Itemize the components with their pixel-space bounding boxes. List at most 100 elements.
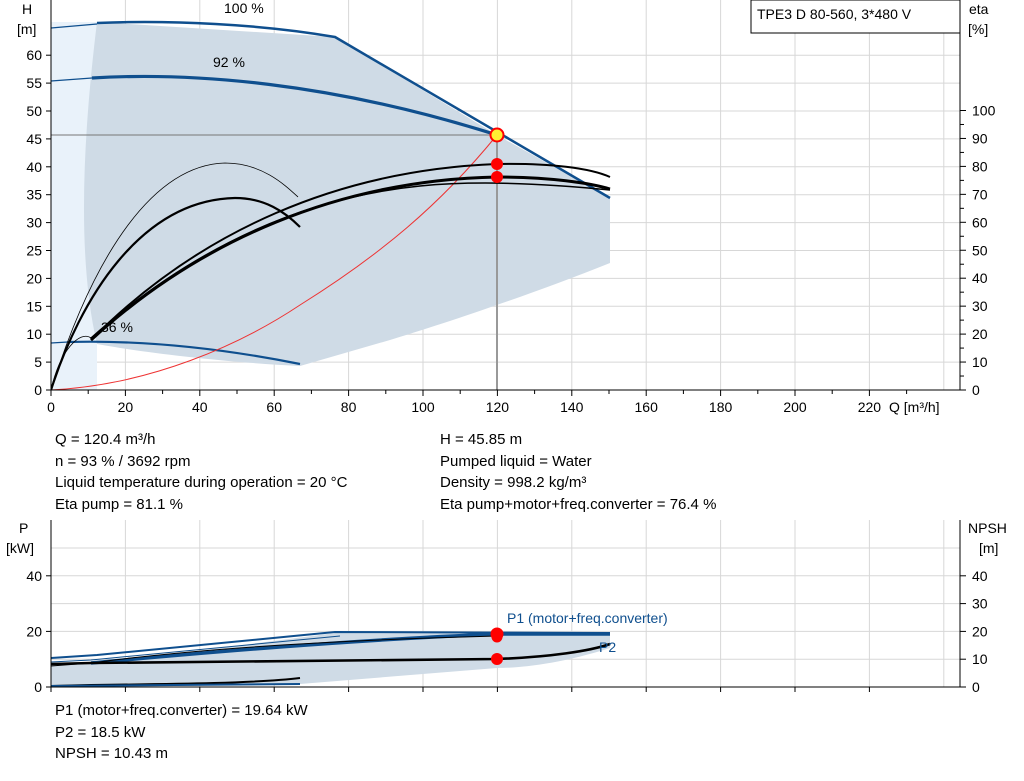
npsh-tick-label: 0 (972, 679, 980, 695)
y-tick-label: 20 (26, 270, 42, 286)
chart-title: TPE3 D 80-560, 3*480 V (757, 6, 912, 22)
y-tick-label: 30 (26, 215, 42, 231)
y-right-tick-label: 90 (972, 130, 988, 146)
duty-point-eta-pump (491, 158, 503, 170)
y-right-tick-label: 100 (972, 103, 996, 119)
y-right-tick-label: 70 (972, 186, 988, 202)
speed-label-92: 92 % (213, 54, 245, 70)
power-curve-36-blue (51, 683, 301, 687)
p1-curve (90, 632, 610, 665)
y-right-tick-label: 50 (972, 242, 988, 258)
head-curve-92 (91, 74, 498, 137)
x-tick-label: 220 (858, 399, 882, 415)
x-tick-label: 180 (709, 399, 733, 415)
info-p1: P1 (motor+freq.converter) = 19.64 kW (55, 702, 308, 719)
info-head: H = 45.85 m (440, 431, 523, 448)
info-eta-total: Eta pump+motor+freq.converter = 76.4 % (440, 495, 717, 513)
x-tick-label: 100 (411, 399, 435, 415)
power-curves (51, 630, 611, 687)
x-tick-label: 140 (560, 399, 584, 415)
p1-curve-outer (51, 630, 611, 659)
x-tick-label: 160 (635, 399, 659, 415)
y-right-tick-label: 80 (972, 158, 988, 174)
p2-curve (51, 635, 498, 667)
npsh-curve (51, 642, 611, 666)
legend-p1: P1 (motor+freq.converter) (507, 610, 668, 626)
speed-label-100: 100 % (224, 0, 264, 16)
y-right-tick-label: 60 (972, 214, 988, 230)
npsh-tick-label: 30 (972, 596, 988, 612)
x-tick-label: 60 (266, 399, 282, 415)
duty-points (489, 127, 505, 183)
y-right-tick-label: 30 (972, 298, 988, 314)
info-right: H = 45.85 m Pumped liquid = Water Densit… (440, 429, 716, 515)
info-bottom: P1 (motor+freq.converter) = 19.64 kW P2 … (55, 700, 308, 765)
legend-p2: P2 (599, 639, 616, 655)
info-temperature: Liquid temperature during operation = 20… (55, 474, 348, 491)
y-tick-label: 50 (26, 103, 42, 119)
x-axis-label: Q [m³/h] (889, 399, 940, 415)
info-p2: P2 = 18.5 kW (55, 723, 146, 741)
info-liquid: Pumped liquid = Water (440, 452, 592, 470)
chart-title-box: TPE3 D 80-560, 3*480 V (750, 0, 961, 34)
y-tick-label: 55 (26, 75, 42, 91)
operating-region (83, 22, 610, 366)
y-right-tick-label: 10 (972, 354, 988, 370)
y-axis-unit-h: [m] (17, 21, 36, 37)
y-axis-unit-eta: [%] (968, 21, 988, 37)
x-tick-label: 20 (118, 399, 134, 415)
y-axis-unit-npsh: [m] (979, 540, 998, 556)
eta-curve-36 (51, 196, 301, 390)
y-tick-label: 45 (26, 131, 42, 147)
y-tick-label: 25 (26, 243, 42, 259)
power-grid (50, 520, 960, 688)
eta-curve-main (89, 175, 611, 342)
y-tick-label: 60 (26, 47, 42, 63)
info-npsh: NPSH = 10.43 m (55, 745, 168, 762)
info-eta-pump: Eta pump = 81.1 % (55, 495, 183, 513)
y-tick-label: 0 (34, 382, 42, 398)
head-curves (51, 20, 611, 390)
y-axis-label-h: H (22, 1, 32, 17)
y-tick-label: 10 (26, 326, 42, 342)
x-tick-label: 40 (192, 399, 208, 415)
x-tick-label: 120 (486, 399, 510, 415)
y-axis-unit-p: [kW] (6, 540, 34, 556)
p-tick-label: 0 (34, 679, 42, 695)
y-right-tick-label: 0 (972, 382, 980, 398)
x-tick-label: 0 (47, 399, 55, 415)
eta-curve-thin-left (51, 162, 299, 390)
p1-thin (51, 635, 341, 663)
head-curve-36 (67, 340, 301, 366)
efficiency-curves (51, 162, 611, 390)
y-right-tick-label: 40 (972, 270, 988, 286)
y-axis-label-p: P (19, 520, 28, 536)
y-right-tick-label: 20 (972, 326, 988, 342)
head-curve-100-left (51, 23, 98, 29)
npsh-tick-label: 20 (972, 623, 988, 639)
p-tick-label: 40 (26, 568, 42, 584)
head-curve-92-left (51, 77, 93, 82)
npsh-tick-label: 40 (972, 568, 988, 584)
duty-point-p2 (491, 631, 503, 643)
duty-point-head (489, 127, 505, 143)
y-tick-label: 35 (26, 187, 42, 203)
info-density: Density = 998.2 kg/m³ (440, 474, 587, 491)
speed-label-36: 36 % (101, 319, 133, 335)
p-tick-label: 20 (26, 623, 42, 639)
power-parabola (51, 134, 498, 390)
info-speed: n = 93 % / 3692 rpm (55, 452, 191, 470)
npsh-tick-label: 10 (972, 651, 988, 667)
eta-curve-upper (90, 162, 611, 341)
y-tick-label: 15 (26, 298, 42, 314)
eta-curve-thin-2 (51, 336, 92, 390)
y-axis-label-npsh: NPSH (968, 520, 1007, 536)
y-tick-label: 40 (26, 159, 42, 175)
head-curve-100 (96, 20, 611, 200)
info-flow: Q = 120.4 m³/h (55, 431, 156, 448)
eta-curve-lower (90, 182, 611, 339)
head-curve-36-left (51, 341, 69, 344)
y-tick-label: 5 (34, 354, 42, 370)
duty-point-npsh (491, 653, 503, 665)
y-axis-label-eta: eta (969, 1, 989, 17)
